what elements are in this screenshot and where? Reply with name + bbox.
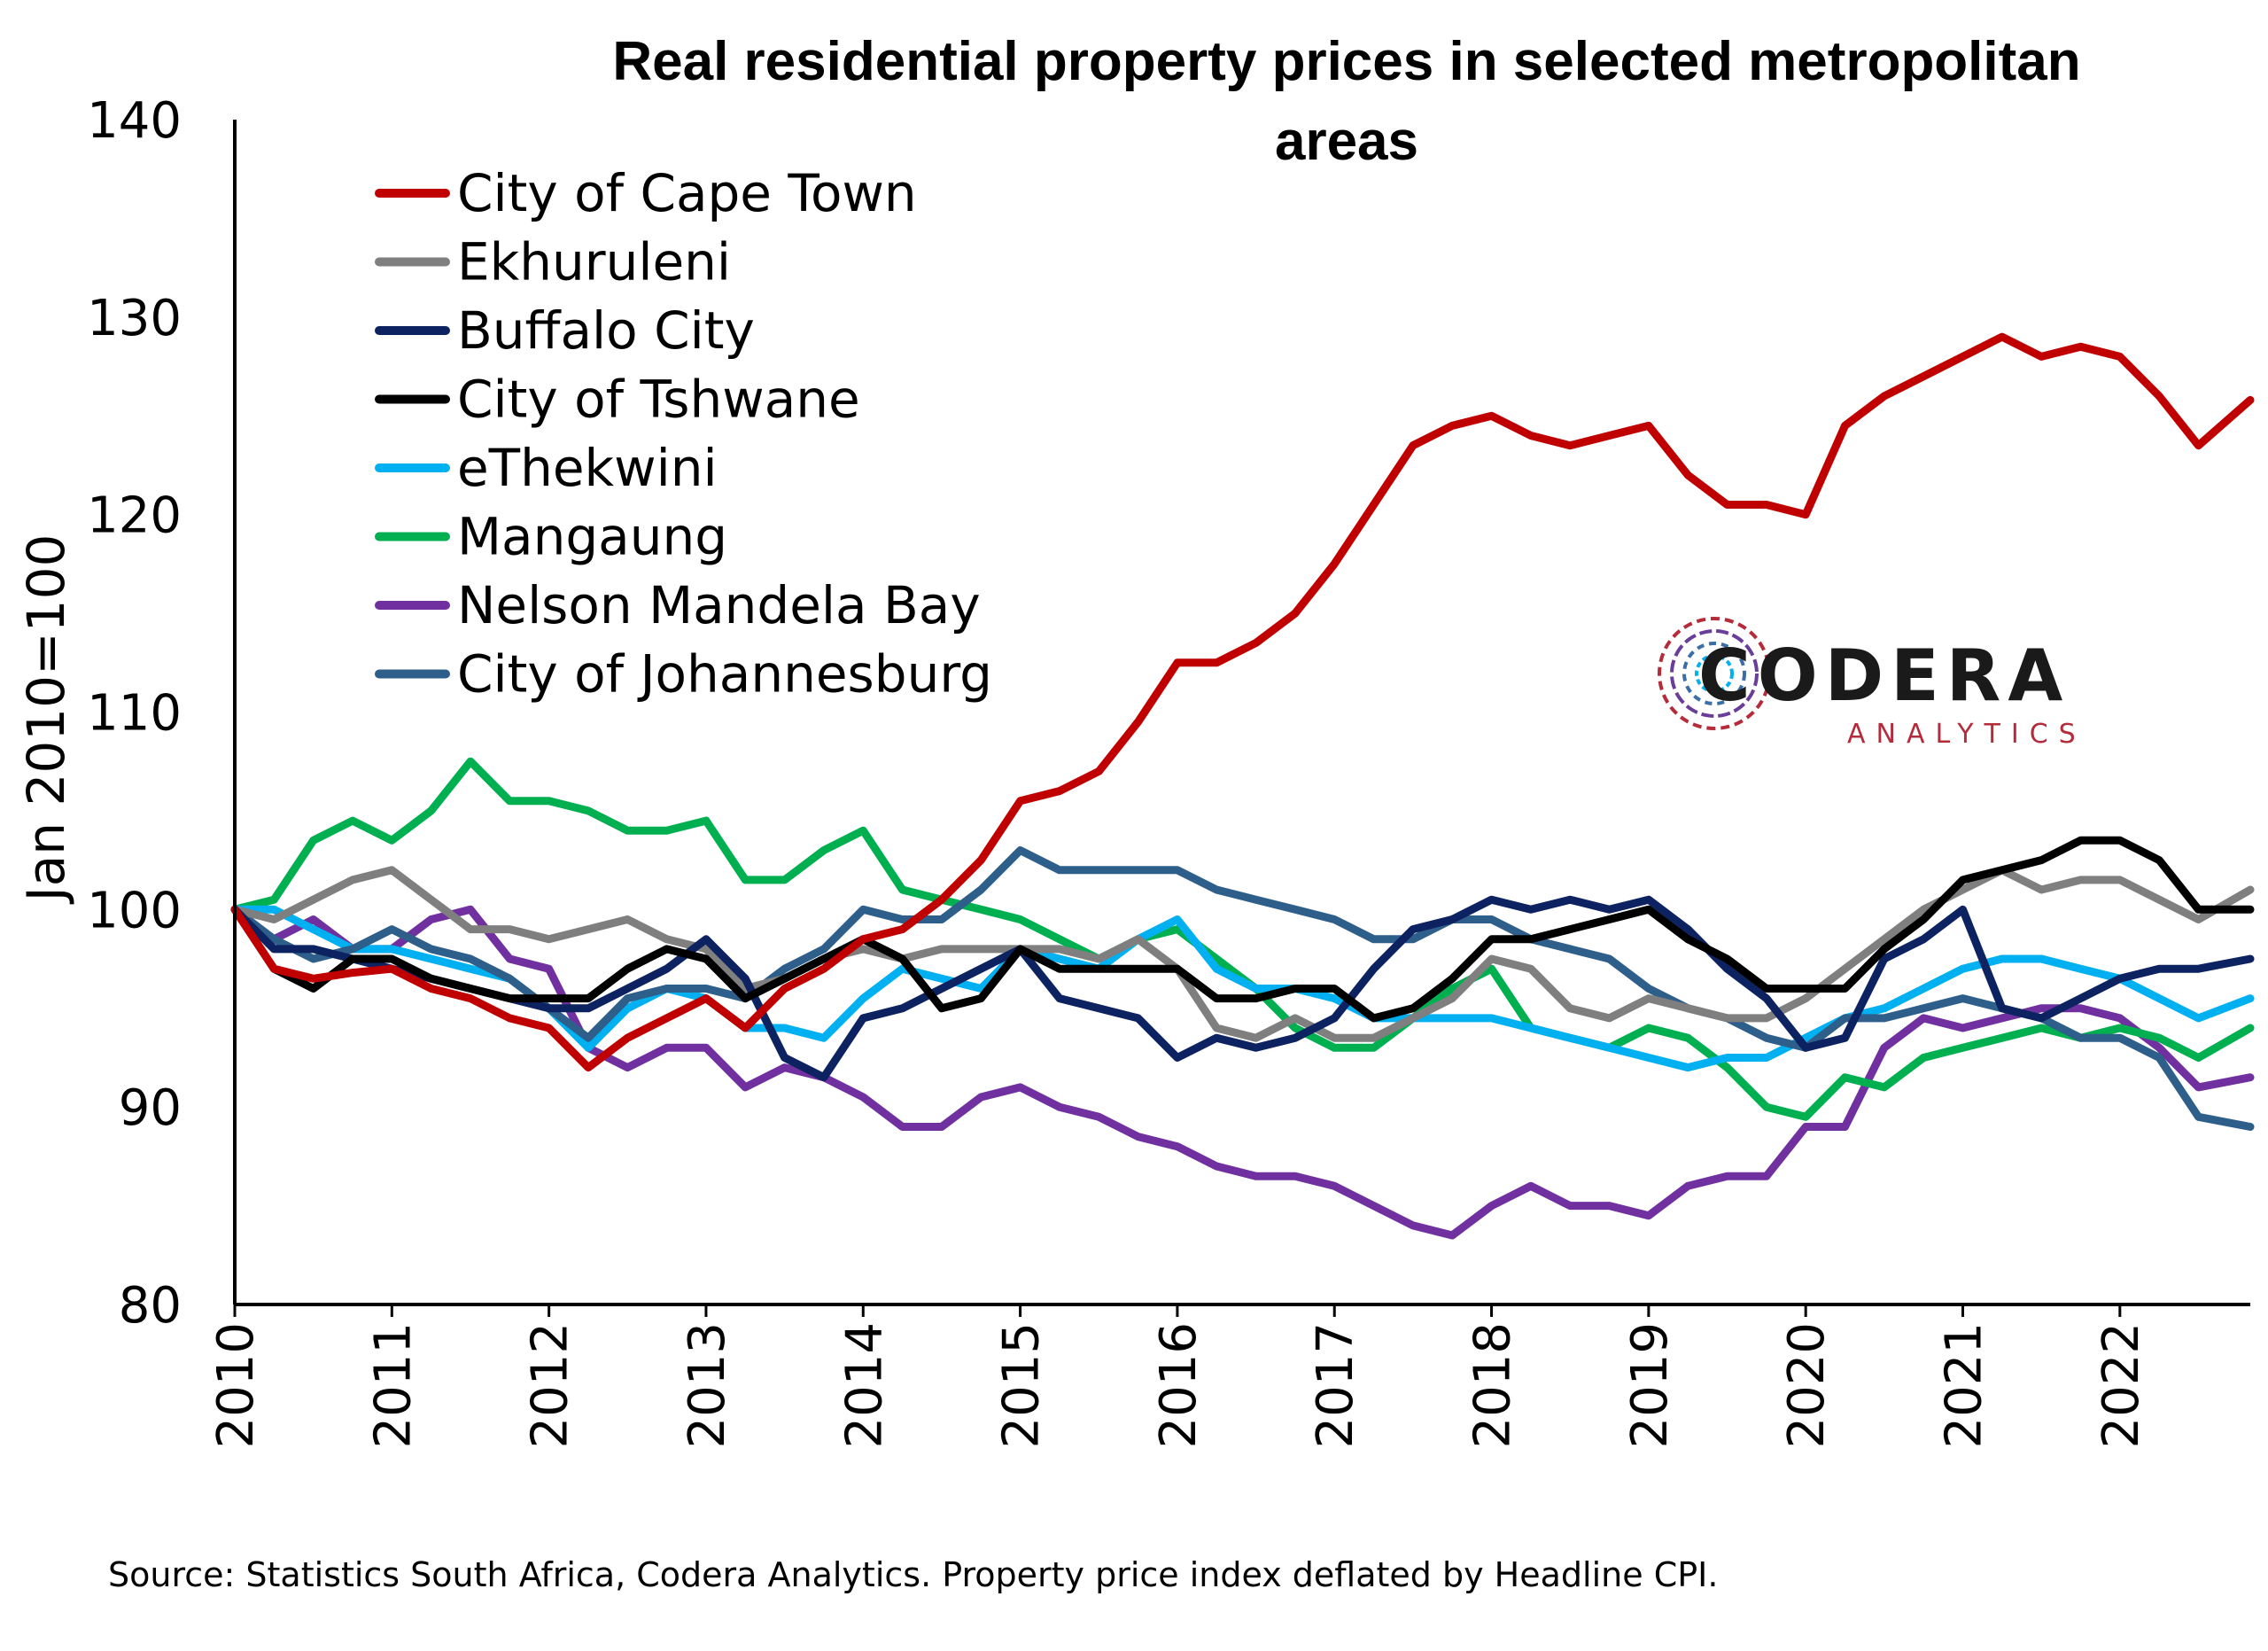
legend-item: eThekwini [375, 438, 718, 498]
series-lines [230, 332, 2255, 1240]
legend-item: Buffalo City [375, 300, 755, 361]
series-line-ekhuruleni [230, 866, 2255, 1042]
legend-item: Nelson Mandela Bay [375, 575, 981, 635]
series-line-city-of-johannesburg [230, 846, 2255, 1131]
logo-name: CODERA [1698, 635, 2070, 717]
x-tick-label: 2019 [1621, 1322, 1679, 1449]
legend-label: Mangaung [457, 507, 727, 567]
y-tick-label: 120 [87, 487, 182, 545]
x-tick-label: 2018 [1464, 1322, 1522, 1449]
legend-item: Mangaung [375, 507, 727, 567]
x-tick-label: 2010 [207, 1322, 265, 1449]
legend-label: Nelson Mandela Bay [457, 575, 981, 635]
y-tick-label: 140 [87, 92, 182, 150]
series-line-city-of-tshwane [230, 836, 2255, 1023]
series-line-city-of-cape-town [230, 332, 2255, 1072]
legend-label: Ekhuruleni [457, 232, 731, 292]
codera-logo: CODERA ANALYTICS [1658, 617, 2086, 750]
y-tick-label: 80 [119, 1277, 182, 1335]
x-tick-label: 2012 [522, 1322, 579, 1449]
logo-subtitle: ANALYTICS [1847, 719, 2086, 750]
series-line-nelson-mandela-bay [230, 905, 2255, 1240]
y-axis-label: Jan 2010=100 [16, 534, 76, 905]
x-ticks: 2010 2011 2012 2013 2014 2015 2016 2017 2018 2019… [207, 1304, 2150, 1449]
y-tick-label: 100 [87, 882, 182, 939]
x-tick-label: 2011 [364, 1322, 422, 1449]
legend-label: City of Johannesburg [457, 644, 992, 705]
legend-label: Buffalo City [457, 300, 755, 361]
series-line-buffalo-city [230, 895, 2255, 1082]
x-tick-label: 2015 [993, 1322, 1051, 1449]
x-tick-label: 2021 [1936, 1322, 1993, 1449]
x-tick-label: 2020 [1778, 1322, 1836, 1449]
x-tick-label: 2022 [2093, 1322, 2150, 1449]
x-tick-label: 2017 [1307, 1322, 1364, 1449]
x-tick-label: 2014 [835, 1322, 893, 1449]
legend-label: City of Cape Town [457, 163, 917, 223]
y-tick-label: 110 [87, 685, 182, 743]
legend-item: City of Tshwane [375, 370, 860, 430]
logo-mark-icon [1658, 617, 1771, 730]
legend-item: City of Cape Town [375, 163, 917, 223]
chart-title: Real residential property prices in sele… [612, 31, 2080, 172]
y-tick-label: 90 [119, 1079, 182, 1137]
legend-item: City of Johannesburg [375, 644, 992, 705]
chart-title-line-1: Real residential property prices in sele… [612, 31, 2080, 92]
y-ticks: 80 90 100 110 120 130 140 [87, 92, 182, 1335]
y-tick-label: 130 [87, 290, 182, 347]
series-line-mangaung [230, 757, 2255, 1121]
x-tick-label: 2016 [1150, 1322, 1208, 1449]
chart-title-line-2: areas [1275, 111, 1418, 172]
legend-item: Ekhuruleni [375, 232, 731, 292]
legend-label: eThekwini [457, 438, 718, 498]
x-tick-label: 2013 [679, 1322, 736, 1449]
legend-label: City of Tshwane [457, 370, 860, 430]
source-note: Source: Statistics South Africa, Codera … [108, 1555, 1718, 1594]
legend: City of Cape Town Ekhuruleni Buffalo City C… [375, 163, 992, 705]
